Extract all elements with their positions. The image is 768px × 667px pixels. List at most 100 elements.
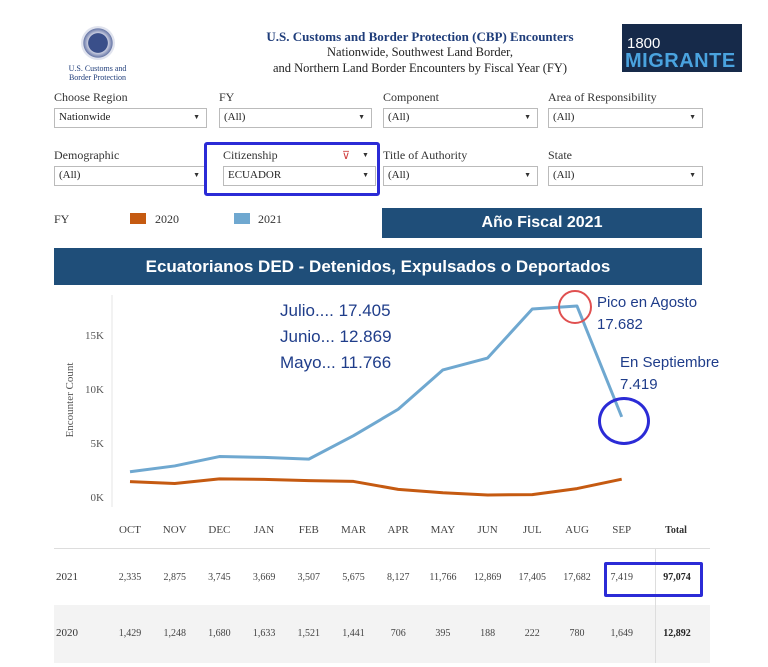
table-cell: 3,745 (208, 572, 231, 583)
x-tick-label: APR (387, 524, 409, 536)
total-divider (655, 548, 656, 663)
peak-annotation: Pico en Agosto 17.682 (597, 292, 697, 336)
row-year: 2021 (56, 571, 78, 583)
table-cell: 7,419 (610, 572, 633, 583)
filter-label-citizenship: Citizenship (223, 148, 278, 162)
brand-number: 1800 (627, 35, 661, 52)
filter-select-area-of-responsibility[interactable]: (All) (548, 108, 703, 128)
table-divider (54, 548, 710, 549)
table-cell: 1,441 (342, 628, 365, 639)
filter-select-citizenship[interactable]: ECUADOR (223, 166, 376, 186)
table-cell: 1,680 (208, 628, 231, 639)
filter-select-state[interactable]: (All) (548, 166, 703, 186)
annotation-sep-label: En Septiembre (620, 354, 720, 371)
agency-name: U.S. Customs and Border Protection (68, 64, 127, 82)
september-annotation: En Septiembre 7.419 (620, 352, 719, 396)
legend-swatch-2021 (234, 213, 250, 224)
row-total: 12,892 (663, 628, 691, 639)
series-line-2020 (129, 477, 623, 497)
table-cell: 1,633 (252, 628, 276, 639)
filter-select-component[interactable]: (All) (383, 108, 538, 128)
table-cell: 706 (390, 628, 406, 639)
table-row-2020-bg (54, 605, 710, 663)
filter-label-component: Component (383, 90, 439, 104)
table-cell: 222 (524, 628, 540, 639)
y-tick-label: 5K (91, 438, 105, 450)
table-cell: 3,669 (252, 572, 276, 583)
table-cell: 8,127 (386, 572, 410, 583)
peak-circle (558, 290, 592, 324)
page-subtitle: Nationwide, Southwest Land Border, and No… (230, 44, 610, 76)
table-cell: 2,875 (163, 572, 186, 583)
x-tick-label: SEP (612, 524, 631, 536)
cbp-seal-icon (80, 26, 115, 60)
y-axis-label: Encounter Count (64, 363, 76, 438)
subtitle-line: and Northern Land Border Encounters by F… (272, 61, 568, 75)
row-total: 97,074 (663, 572, 691, 583)
filter-label-choose-region: Choose Region (54, 90, 128, 104)
x-tick-label: MAR (341, 524, 367, 536)
annotation-sep-value: 7.419 (620, 376, 658, 393)
table-cell: 1,429 (118, 628, 142, 639)
table-cell: 17,405 (518, 572, 547, 583)
filter-select-demographic[interactable]: (All) (54, 166, 207, 186)
x-tick-label: JAN (254, 524, 274, 536)
total-header: Total (665, 525, 687, 536)
table-cell: 11,766 (429, 572, 457, 583)
annotation-peak-label: Pico en Agosto (597, 294, 698, 311)
brand-name: MIGRANTE (625, 50, 736, 72)
series-line-2021 (129, 304, 624, 474)
fiscal-year-banner: Año Fiscal 2021 (382, 208, 702, 238)
x-tick-label: MAY (431, 524, 456, 536)
table-cell: 12,869 (473, 572, 502, 583)
table-cell: 1,248 (163, 628, 186, 639)
table-cell: 17,682 (563, 572, 591, 583)
x-tick-label: NOV (163, 524, 187, 536)
filter-select-choose-region[interactable]: Nationwide (54, 108, 207, 128)
table-cell: 780 (569, 628, 585, 639)
annotation-july: Julio.... 17.405 (280, 301, 391, 320)
page-title: U.S. Customs and Border Protection (CBP)… (266, 29, 574, 44)
clear-filter-icon[interactable]: ⊽ (342, 150, 351, 162)
annotation-peak-value: 17.682 (597, 316, 643, 333)
y-tick-label: 10K (85, 384, 104, 396)
table-cell: 395 (435, 628, 451, 639)
filter-label-area-of-responsibility: Area of Responsibility (548, 90, 657, 104)
filter-label-demographic: Demographic (54, 148, 120, 162)
y-tick-label: 0K (91, 492, 105, 504)
legend-label-2021[interactable]: 2021 (258, 212, 282, 226)
subtitle-line: Nationwide, Southwest Land Border, (327, 45, 513, 59)
table-cell: 188 (480, 628, 496, 639)
filter-label-fy: FY (219, 90, 235, 104)
monthly-annotation: Julio.... 17.405 Junio... 12.869 Mayo...… (280, 298, 392, 376)
legend-title: FY (54, 212, 70, 226)
x-tick-label: JUN (478, 524, 498, 536)
september-circle (598, 397, 650, 445)
row-year: 2020 (56, 627, 78, 639)
filter-label-state: State (548, 148, 572, 162)
brand-logo: 1800 MIGRANTE (622, 24, 742, 72)
legend-swatch-2020 (130, 213, 146, 224)
cbp-logo: U.S. Customs and Border Protection (60, 26, 135, 82)
x-tick-label: DEC (208, 524, 230, 536)
chart-title-banner: Ecuatorianos DED - Detenidos, Expulsados… (54, 248, 702, 285)
citizenship-highlight (204, 142, 380, 196)
filter-select-fy[interactable]: (All) (219, 108, 372, 128)
y-tick-label: 15K (85, 330, 104, 342)
legend-label-2020[interactable]: 2020 (155, 212, 179, 226)
x-tick-label: FEB (299, 524, 319, 536)
table-cell: 2,335 (118, 572, 142, 583)
x-tick-label: AUG (565, 524, 589, 536)
line-chart: 0K 5K 10K 15K Encounter Count OCT NOV DEC JAN FEB… (64, 295, 687, 536)
filter-menu-icon[interactable]: ▼ (362, 151, 369, 159)
x-tick-label: OCT (119, 524, 141, 536)
filter-select-title-of-authority[interactable]: (All) (383, 166, 538, 186)
filter-label-title-of-authority: Title of Authority (383, 148, 468, 162)
x-tick-label: JUL (523, 524, 542, 536)
table-cell: 5,675 (342, 572, 365, 583)
table-cell: 3,507 (297, 572, 321, 583)
annotation-may: Mayo... 11.766 (280, 353, 392, 372)
table-cell: 1,649 (610, 628, 633, 639)
september-total-highlight (604, 562, 703, 597)
annotation-june: Junio... 12.869 (280, 327, 392, 346)
